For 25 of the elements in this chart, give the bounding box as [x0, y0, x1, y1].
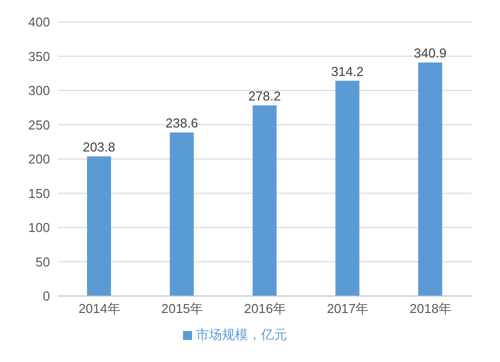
- bar: [87, 156, 111, 296]
- data-label: 203.8: [82, 139, 116, 154]
- y-tick-label: 300: [28, 83, 50, 98]
- x-tick-label: 2017年: [326, 301, 369, 316]
- data-label: 278.2: [248, 88, 281, 104]
- bar: [170, 132, 194, 296]
- data-label: 314.2: [331, 64, 364, 79]
- y-tick-label: 150: [28, 186, 50, 201]
- legend-label: 市场规模，亿元: [196, 327, 287, 342]
- x-tick-label: 2016年: [244, 301, 286, 316]
- y-tick-label: 200: [28, 152, 50, 167]
- x-tick-label: 2014年: [78, 301, 120, 316]
- x-tick-label: 2015年: [161, 301, 204, 316]
- y-tick-label: 400: [28, 14, 50, 30]
- y-tick-label: 250: [28, 117, 50, 132]
- y-tick-label: 100: [28, 220, 50, 236]
- data-label: 340.9: [414, 45, 446, 60]
- bar: [418, 62, 442, 296]
- y-tick-label: 0: [42, 288, 50, 304]
- y-tick-label: 50: [36, 254, 50, 270]
- bar: [335, 80, 360, 296]
- x-tick-label: 2018年: [410, 301, 452, 316]
- y-tick-label: 350: [28, 48, 50, 64]
- data-label: 238.6: [166, 116, 198, 131]
- bar: [252, 105, 277, 296]
